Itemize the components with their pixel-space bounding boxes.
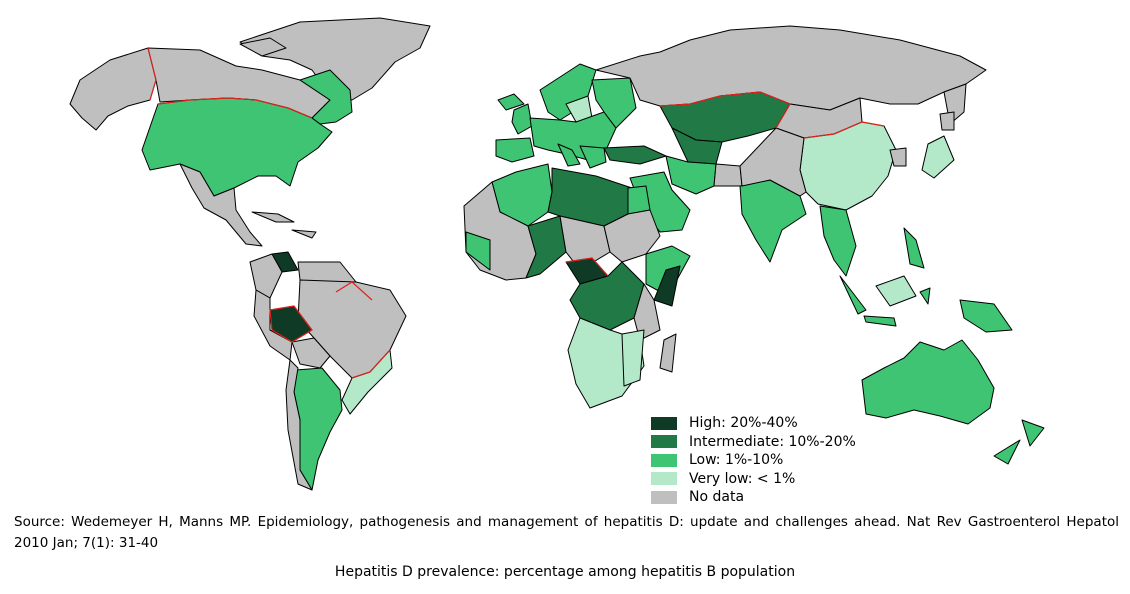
legend-swatch	[651, 490, 677, 504]
region-australia	[861, 339, 995, 425]
region-colombia	[249, 253, 283, 299]
region-new-zealand-south	[993, 439, 1021, 465]
region-afghan	[713, 163, 743, 187]
region-balkans	[579, 145, 607, 169]
region-malaysia	[839, 275, 867, 315]
legend-item-low: Low: 1%-10%	[651, 451, 856, 470]
region-sulawesi	[919, 287, 931, 305]
region-caribbean	[291, 229, 317, 239]
region-indochina	[819, 205, 857, 277]
region-italy	[557, 143, 581, 167]
legend-item-very-low: Very low: < 1%	[651, 470, 856, 489]
legend-label: Intermediate: 10%-20%	[689, 433, 856, 450]
region-highlight-borders	[147, 47, 885, 379]
legend-swatch	[651, 435, 677, 449]
region-mozambique	[621, 329, 645, 387]
region-madagascar	[659, 333, 677, 373]
region-korea	[889, 147, 907, 167]
region-egypt	[627, 185, 651, 215]
source-citation: Source: Wedemeyer H, Manns MP. Epidemiol…	[14, 514, 1119, 551]
region-turkmen	[671, 127, 723, 165]
region-japan-north	[939, 111, 955, 131]
map-legend: High: 20%-40% Intermediate: 10%-20% Low:…	[651, 414, 856, 507]
region-philippines	[903, 227, 925, 269]
legend-label: Very low: < 1%	[689, 470, 796, 487]
legend-item-intermediate: Intermediate: 10%-20%	[651, 433, 856, 452]
region-sumatra	[863, 315, 897, 327]
legend-swatch	[651, 472, 677, 486]
region-new-guinea	[959, 299, 1013, 333]
region-somalia	[653, 265, 681, 307]
legend-label: No data	[689, 489, 745, 506]
region-chile	[285, 359, 313, 491]
region-greenland	[239, 17, 431, 101]
region-sudan	[603, 209, 661, 263]
legend-item-no-data: No data	[651, 488, 856, 507]
region-uk	[511, 103, 533, 135]
region-borneo	[875, 275, 917, 307]
world-map	[69, 17, 1045, 491]
region-canada-east	[299, 69, 353, 125]
region-bolivia	[291, 337, 331, 369]
legend-label: Low: 1%-10%	[689, 452, 784, 469]
region-japan	[921, 135, 955, 179]
figure-caption: Hepatitis D prevalence: percentage among…	[334, 564, 796, 580]
region-alaska	[69, 47, 157, 131]
legend-label: High: 20%-40%	[689, 415, 798, 432]
region-east-africa	[633, 283, 661, 341]
legend-swatch	[651, 453, 677, 467]
region-iberia	[495, 137, 535, 163]
region-mexico	[179, 163, 263, 247]
region-turkey	[603, 145, 667, 165]
region-peru	[253, 289, 293, 361]
region-china-west	[739, 127, 807, 197]
region-new-zealand	[1021, 419, 1045, 447]
region-cuba	[251, 211, 295, 223]
region-west-africa	[465, 231, 491, 271]
legend-swatch	[651, 416, 677, 430]
region-arctic-islands	[239, 37, 287, 57]
region-russia	[595, 25, 987, 111]
legend-item-high: High: 20%-40%	[651, 414, 856, 433]
region-iceland	[497, 93, 525, 111]
